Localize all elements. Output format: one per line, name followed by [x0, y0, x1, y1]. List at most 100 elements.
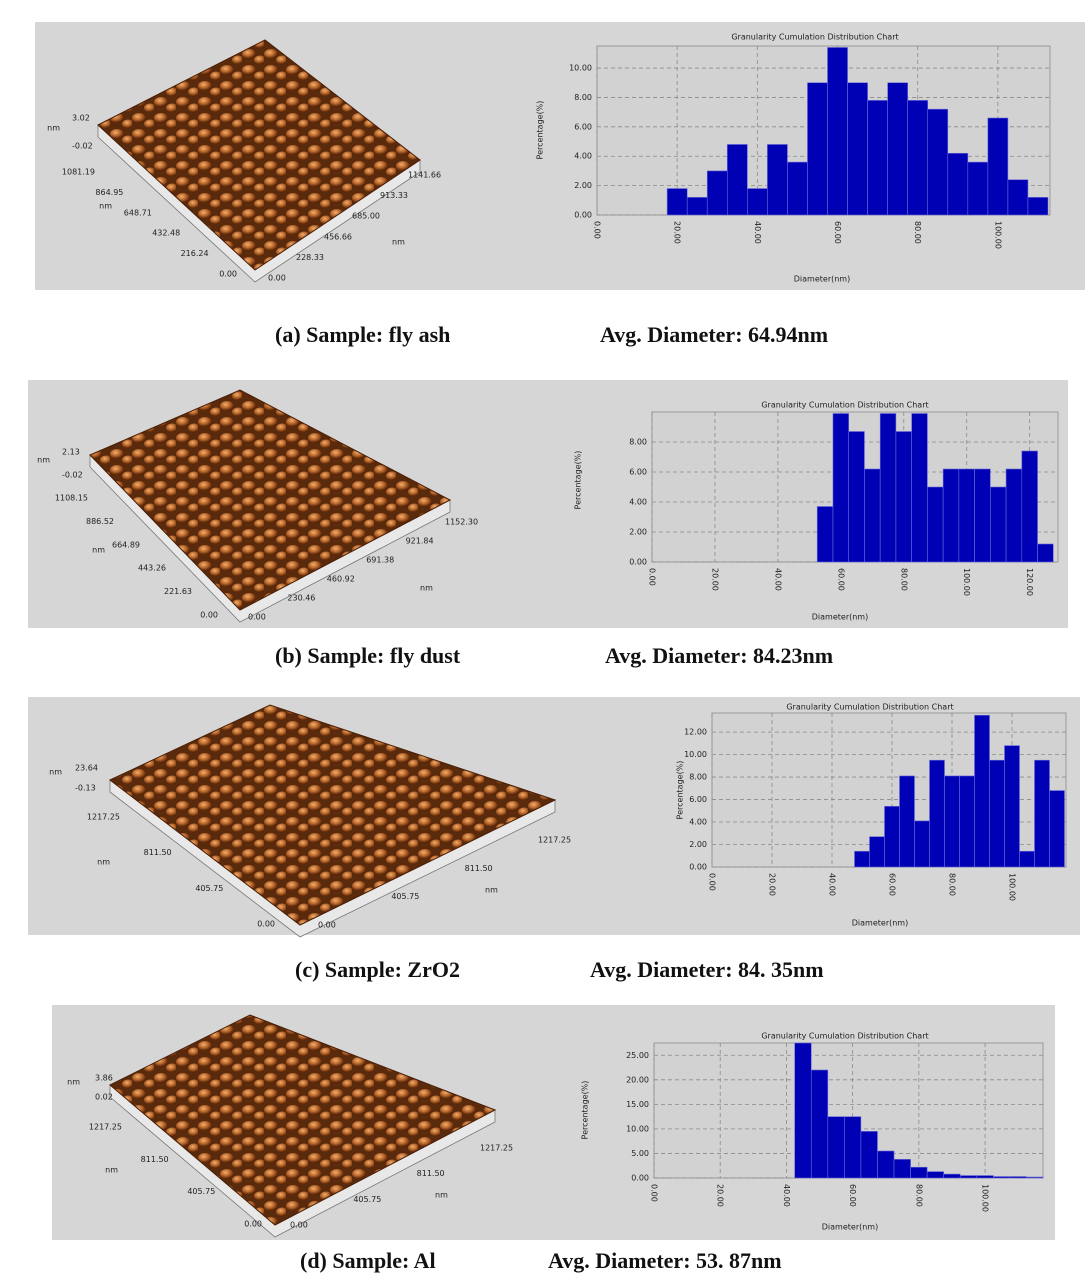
caption-sample: (a) Sample: fly ash	[275, 322, 450, 347]
bar	[899, 775, 915, 868]
afm-x-label: 0.00	[318, 921, 336, 930]
x-tick-label: 0.00	[593, 221, 602, 239]
afm-z-label: -0.02	[72, 142, 93, 151]
caption-average: Avg. Diameter: 84.23nm	[605, 643, 833, 668]
y-tick-label: 6.00	[629, 468, 647, 477]
afm-x-label: 0.00	[248, 613, 266, 622]
x-tick-label: 60.00	[836, 568, 845, 591]
bar	[666, 188, 688, 216]
afm-y-unit: nm	[105, 1166, 118, 1175]
afm-z-unit: nm	[47, 124, 60, 133]
x-tick-label: 60.00	[833, 221, 842, 244]
y-tick-label: 0.00	[631, 1174, 649, 1183]
y-tick-label: 15.00	[626, 1100, 649, 1109]
y-tick-label: 4.00	[629, 498, 647, 507]
x-tick-label: 100.00	[993, 221, 1002, 249]
y-tick-label: 2.00	[574, 181, 592, 190]
afm-z-label: 0.02	[95, 1093, 113, 1102]
bar	[1009, 1176, 1027, 1179]
y-tick-label: 25.00	[626, 1051, 649, 1060]
x-axis-label: Diameter(nm)	[852, 919, 908, 928]
x-axis-label: Diameter(nm)	[794, 275, 850, 284]
afm-surface	[109, 1014, 497, 1226]
afm-x-label: 1152.30	[445, 518, 478, 527]
y-tick-label: 8.00	[689, 773, 707, 782]
afm-y-unit: nm	[97, 858, 110, 867]
bar	[869, 836, 885, 868]
bar	[893, 1159, 911, 1179]
y-axis-label: Percentage(%)	[536, 101, 545, 160]
afm-y-label: 648.71	[124, 208, 152, 217]
bar	[942, 468, 960, 563]
afm-x-label: 230.46	[287, 594, 315, 603]
bar	[686, 197, 708, 216]
bar	[847, 82, 868, 216]
caption-average: Avg. Diameter: 64.94nm	[600, 322, 828, 347]
afm-y-label: 886.52	[86, 517, 114, 526]
y-tick-label: 10.00	[684, 750, 707, 759]
bar	[810, 1069, 829, 1179]
bar	[1026, 1176, 1044, 1179]
x-tick-label: 20.00	[673, 221, 682, 244]
afm-y-label: 0.00	[257, 920, 275, 929]
bar	[1037, 543, 1054, 563]
bar	[827, 1116, 845, 1179]
y-tick-label: 6.00	[689, 795, 707, 804]
afm-x-label: 405.75	[353, 1195, 381, 1204]
x-tick-label: 60.00	[888, 873, 897, 896]
afm-x-label: 691.38	[366, 556, 394, 565]
afm-z-label: -0.13	[75, 784, 96, 793]
bar	[1007, 179, 1029, 216]
afm-z-unit: nm	[67, 1078, 80, 1087]
x-tick-label: 60.00	[848, 1184, 857, 1207]
bar	[990, 486, 1007, 563]
bar	[844, 1116, 862, 1179]
bar	[959, 1175, 978, 1179]
caption-sample: (d) Sample: Al	[300, 1248, 436, 1273]
afm-z-unit: nm	[37, 456, 50, 465]
afm-y-label: 664.89	[112, 540, 140, 549]
y-tick-label: 0.00	[629, 558, 647, 567]
bar	[967, 161, 989, 216]
afm-x-label: 405.75	[391, 892, 419, 901]
bar	[927, 108, 949, 216]
caption-average: Avg. Diameter: 53. 87nm	[548, 1248, 782, 1273]
bar	[974, 714, 990, 868]
x-tick-label: 20.00	[716, 1184, 725, 1207]
afm-y-label: 0.00	[219, 270, 237, 279]
afm-z-label: 23.64	[75, 764, 98, 773]
y-tick-label: 6.00	[574, 122, 592, 131]
bar	[911, 413, 928, 563]
chart-title: Granularity Cumulation Distribution Char…	[786, 703, 953, 712]
afm-x-label: 1217.25	[480, 1144, 513, 1153]
bar	[807, 82, 828, 216]
chart-title: Granularity Cumulation Distribution Char…	[761, 401, 928, 410]
afm-z-label: -0.02	[62, 471, 83, 480]
x-tick-label: 100.00	[962, 568, 971, 596]
afm-x-unit: nm	[392, 238, 405, 247]
y-tick-label: 2.00	[629, 528, 647, 537]
y-axis-label: Percentage(%)	[574, 451, 583, 510]
y-tick-label: 4.00	[689, 818, 707, 827]
bar	[706, 170, 728, 216]
afm-x-label: 811.50	[465, 864, 493, 873]
afm-y-label: 811.50	[144, 848, 172, 857]
bar	[877, 1150, 895, 1179]
x-tick-label: 100.00	[981, 1184, 990, 1212]
bar	[860, 1131, 878, 1179]
afm-x-label: 685.00	[352, 212, 380, 221]
bar	[867, 100, 888, 216]
afm-y-label: 1108.15	[55, 494, 88, 503]
bar	[787, 161, 808, 216]
y-tick-label: 20.00	[626, 1075, 649, 1084]
bar	[914, 820, 930, 868]
y-tick-label: 10.00	[626, 1124, 649, 1133]
x-tick-label: 80.00	[913, 221, 922, 244]
bar	[959, 775, 975, 868]
afm-z-label: 3.86	[95, 1074, 113, 1083]
afm-y-label: 1217.25	[89, 1123, 122, 1132]
y-tick-label: 12.00	[684, 728, 707, 737]
afm-y-label: 1217.25	[87, 813, 120, 822]
chart-title: Granularity Cumulation Distribution Char…	[761, 1032, 928, 1041]
